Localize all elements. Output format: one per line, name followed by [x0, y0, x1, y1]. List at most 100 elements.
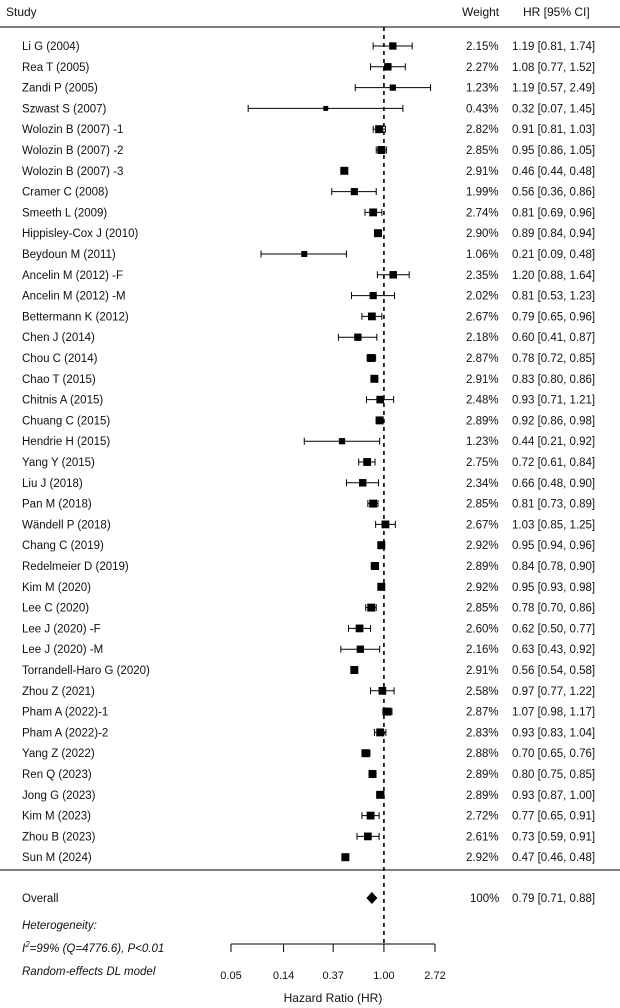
study-label: Kim M (2023)	[22, 811, 91, 823]
hr-point	[358, 479, 367, 487]
study-label: Chuang C (2015)	[22, 415, 110, 427]
study-label: Lee J (2020) -M	[22, 644, 103, 656]
study-hr-ci: 0.46 [0.44, 0.48]	[512, 166, 595, 178]
study-weight: 2.16%	[466, 644, 499, 656]
study-hr-ci: 0.93 [0.83, 1.04]	[512, 727, 595, 739]
hr-point	[301, 250, 308, 258]
study-hr-ci: 1.20 [0.88, 1.64]	[512, 270, 595, 282]
study-hr-ci: 1.19 [0.57, 2.49]	[512, 83, 595, 95]
study-weight: 2.89%	[466, 769, 499, 781]
study-hr-ci: 0.81 [0.73, 0.89]	[512, 499, 595, 511]
study-label: Hippisley-Cox J (2010)	[22, 228, 138, 240]
study-weight: 2.88%	[466, 748, 499, 760]
study-weight: 2.89%	[466, 561, 499, 573]
study-weight: 2.75%	[466, 457, 499, 469]
hr-point	[376, 790, 385, 799]
study-hr-ci: 0.32 [0.07, 1.45]	[512, 103, 595, 115]
study-label: Chen J (2014)	[22, 332, 95, 344]
hr-point	[371, 562, 380, 570]
study-weight: 2.74%	[466, 207, 499, 219]
hr-point	[369, 499, 378, 508]
hr-point	[377, 146, 386, 154]
study-label: Beydoun M (2011)	[22, 249, 116, 261]
study-weight: 2.34%	[466, 478, 499, 490]
study-hr-ci: 0.73 [0.59, 0.91]	[512, 831, 595, 843]
hr-point	[341, 853, 350, 862]
study-hr-ci: 0.78 [0.72, 0.85]	[512, 353, 595, 365]
hr-point	[377, 541, 386, 550]
study-weight: 1.06%	[466, 249, 499, 261]
study-hr-ci: 0.70 [0.65, 0.76]	[512, 748, 595, 760]
study-label: Lee J (2020) -F	[22, 623, 101, 635]
hr-point	[366, 811, 375, 820]
study-label: Wändell P (2018)	[22, 519, 111, 531]
heterogeneity-stats: I2=99% (Q=4776.6), P<0.01	[22, 940, 164, 955]
header-hr-ci: HR [95% CI]	[523, 5, 590, 19]
hr-point	[375, 416, 384, 425]
hr-point	[350, 188, 358, 196]
study-weight: 2.89%	[466, 415, 499, 427]
study-hr-ci: 1.08 [0.77, 1.52]	[512, 62, 595, 74]
study-hr-ci: 1.03 [0.85, 1.25]	[512, 519, 595, 531]
study-hr-ci: 0.72 [0.61, 0.84]	[512, 457, 595, 469]
study-label: Chou C (2014)	[22, 353, 98, 365]
overall-hr-ci: 0.79 [0.71, 0.88]	[512, 893, 595, 905]
hr-point	[389, 42, 397, 50]
study-rows: Li G (2004) 2.15% 1.19 [0.81, 1.74] Rea T (…	[22, 41, 595, 864]
study-weight: 2.87%	[466, 353, 499, 365]
study-hr-ci: 0.56 [0.54, 0.58]	[512, 665, 595, 677]
study-label: Pan M (2018)	[22, 499, 92, 511]
study-hr-ci: 1.07 [0.98, 1.17]	[512, 707, 595, 719]
study-weight: 2.02%	[466, 291, 499, 303]
study-hr-ci: 0.60 [0.41, 0.87]	[512, 332, 595, 344]
study-hr-ci: 0.21 [0.09, 0.48]	[512, 249, 595, 261]
study-label: Yang Z (2022)	[22, 748, 95, 760]
study-weight: 2.83%	[466, 727, 499, 739]
hr-point	[367, 603, 376, 612]
x-tick-label: 0.05	[220, 970, 241, 982]
study-weight: 2.92%	[466, 540, 499, 552]
study-weight: 2.67%	[466, 519, 499, 531]
study-label: Pham A (2022)-2	[22, 727, 108, 739]
study-hr-ci: 0.83 [0.80, 0.86]	[512, 374, 595, 386]
study-label: Hendrie H (2015)	[22, 436, 110, 448]
study-hr-ci: 0.81 [0.69, 0.96]	[512, 207, 595, 219]
hr-point	[356, 645, 364, 653]
study-hr-ci: 0.63 [0.43, 0.92]	[512, 644, 595, 656]
x-axis: 0.05 0.14 0.37 1.00 2.72	[220, 943, 446, 982]
study-weight: 2.35%	[466, 270, 499, 282]
study-weight: 2.61%	[466, 831, 499, 843]
heterogeneity-title: Heterogeneity:	[22, 920, 97, 932]
study-label: Pham A (2022)-1	[22, 707, 108, 719]
header-weight: Weight	[462, 5, 500, 19]
study-weight: 2.85%	[466, 603, 499, 615]
hr-point	[377, 582, 386, 591]
study-hr-ci: 0.93 [0.71, 1.21]	[512, 395, 595, 407]
study-label: Ren Q (2023)	[22, 769, 92, 781]
study-label: Wolozin B (2007) -1	[22, 124, 123, 136]
i2-details: =99% (Q=4776.6), P<0.01	[30, 943, 165, 955]
study-hr-ci: 0.81 [0.53, 1.23]	[512, 291, 595, 303]
study-label: Sun M (2024)	[22, 852, 92, 864]
x-tick-label: 0.14	[273, 970, 294, 982]
study-label: Cramer C (2008)	[22, 187, 108, 199]
study-label: Yang Y (2015)	[22, 457, 95, 469]
overall-diamond	[366, 892, 378, 904]
study-label: Chao T (2015)	[22, 374, 96, 386]
study-weight: 2.89%	[466, 790, 499, 802]
hr-point	[384, 63, 392, 71]
study-label: Wolozin B (2007) -2	[22, 145, 123, 157]
study-hr-ci: 0.80 [0.75, 0.85]	[512, 769, 595, 781]
study-hr-ci: 0.95 [0.86, 1.05]	[512, 145, 595, 157]
hr-point	[383, 707, 392, 716]
study-marks	[247, 42, 431, 862]
study-weight: 2.58%	[466, 686, 499, 698]
study-weight: 2.72%	[466, 811, 499, 823]
study-weight: 1.99%	[466, 187, 499, 199]
x-tick-label: 2.72	[424, 970, 445, 982]
study-label: Lee C (2020)	[22, 603, 89, 615]
study-weight: 2.92%	[466, 852, 499, 864]
hr-point	[361, 749, 370, 758]
study-weight: 2.67%	[466, 311, 499, 323]
study-weight: 2.91%	[466, 166, 499, 178]
